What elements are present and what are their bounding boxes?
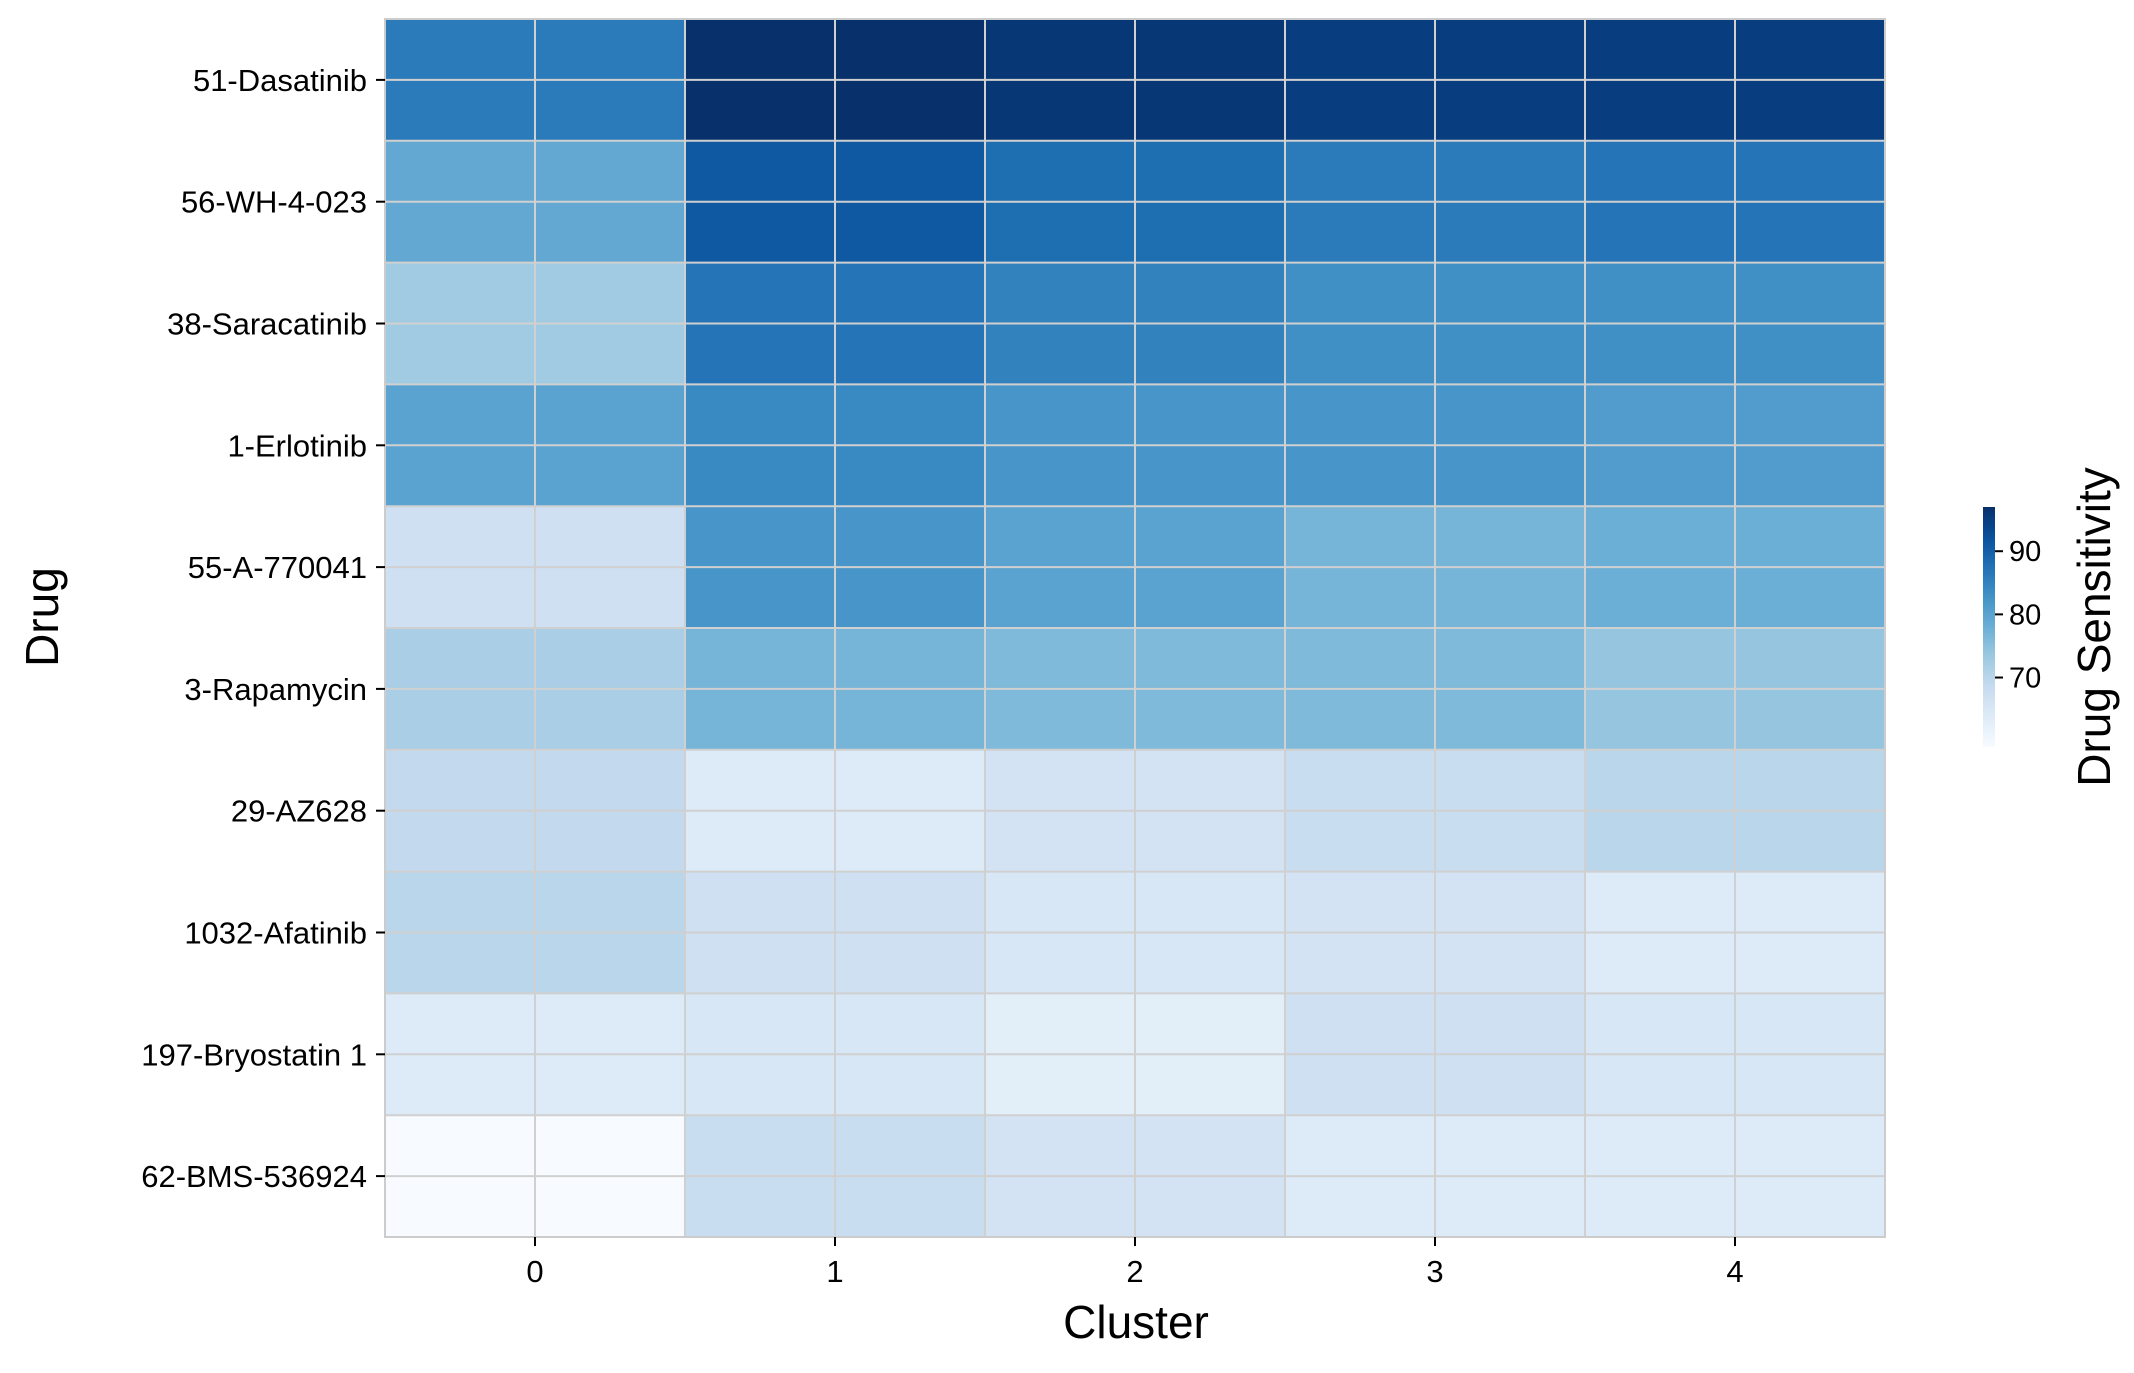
- x-axis-ticks: 0 1 2 3 4: [526, 1237, 1744, 1289]
- y-tick-label: 29-AZ628: [231, 794, 367, 829]
- colorbar-tick-label: 90: [2009, 536, 2041, 568]
- y-axis-ticks: 51-Dasatinib 56-WH-4-023 38-Saracatinib 1-E…: [141, 63, 385, 1194]
- y-tick-label: 51-Dasatinib: [193, 63, 367, 98]
- y-tick-label: 62-BMS-536924: [141, 1159, 367, 1194]
- y-tick-label: 197-Bryostatin 1: [141, 1037, 367, 1072]
- heatmap-gridlines: [384, 18, 1886, 1238]
- x-tick-label: 1: [826, 1254, 843, 1289]
- colorbar-tick-label: 80: [2009, 599, 2041, 631]
- y-tick-label: 38-Saracatinib: [167, 307, 367, 342]
- x-tick-label: 4: [1726, 1254, 1743, 1289]
- y-tick-label: 3-Rapamycin: [184, 672, 367, 707]
- x-tick-label: 3: [1426, 1254, 1443, 1289]
- y-tick-label: 56-WH-4-023: [181, 185, 367, 220]
- x-axis-title: Cluster: [1063, 1296, 1209, 1348]
- colorbar-title: Drug Sensitivity: [2068, 467, 2120, 787]
- colorbar: [1983, 507, 1995, 747]
- colorbar-ticks: 70 80 90: [1995, 536, 2041, 695]
- x-tick-label: 0: [526, 1254, 543, 1289]
- y-tick-label: 1032-Afatinib: [184, 916, 367, 951]
- colorbar-tick-label: 70: [2009, 663, 2041, 695]
- y-tick-label: 1-Erlotinib: [227, 428, 367, 463]
- x-tick-label: 2: [1126, 1254, 1143, 1289]
- y-axis-title: Drug: [16, 567, 68, 667]
- y-tick-label: 55-A-770041: [188, 550, 367, 585]
